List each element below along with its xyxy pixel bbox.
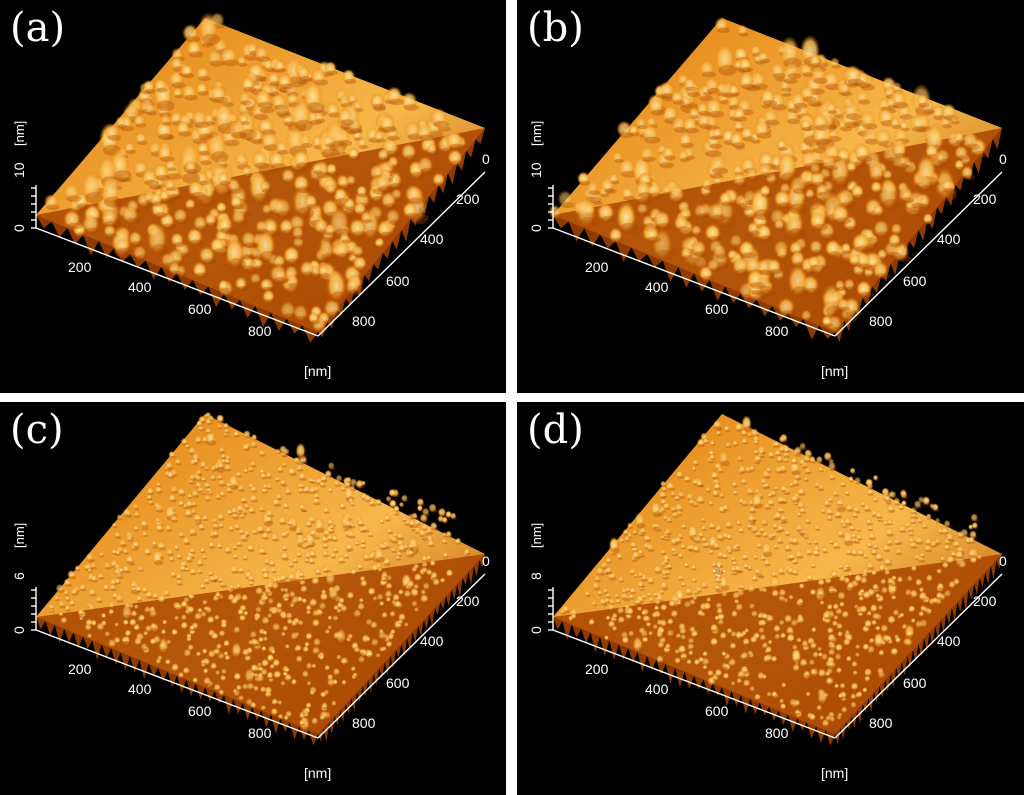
z-unit-label-d: [nm] [529, 523, 544, 548]
y-tick-label-d: 600 [903, 675, 927, 691]
x-tick-label-c: 600 [188, 703, 212, 719]
afm-panel-d: 8 [nm] 0 200 400 600 800 0 200 400 600 800 [nm] (d) [517, 402, 1024, 795]
x-tick-label-d: 200 [585, 661, 609, 677]
x-tick-label-b: 200 [585, 259, 609, 275]
z-max-label-b: 10 [528, 162, 544, 178]
x-tick-label-a: 400 [128, 279, 152, 295]
y-tick-label-d: 0 [999, 553, 1007, 569]
afm-panel-b: 10 [nm] 0 200 400 600 800 0 200 400 600 800 [nm] (b) [517, 0, 1024, 393]
y-tick-label-c: 800 [352, 715, 376, 731]
x-unit-label-d: [nm] [821, 765, 848, 781]
y-tick-label-d: 200 [973, 593, 997, 609]
z-min-label-b: 0 [528, 224, 544, 232]
x-tick-label-c: 400 [128, 681, 152, 697]
z-unit-label-b: [nm] [529, 121, 544, 146]
y-tick-label-a: 200 [456, 191, 480, 207]
z-max-label-a: 10 [11, 162, 27, 178]
z-min-label-a: 0 [11, 224, 27, 232]
y-tick-label-b: 200 [973, 191, 997, 207]
y-tick-label-b: 0 [999, 151, 1007, 167]
panel-label-c: (c) [10, 407, 64, 453]
panel-label-b: (b) [527, 5, 584, 51]
x-tick-label-d: 400 [645, 681, 669, 697]
axes-c: 6 [nm] 0 200 400 600 800 0 200 400 600 800 [nm] [11, 523, 490, 781]
y-tick-label-c: 600 [386, 675, 410, 691]
x-tick-label-b: 400 [645, 279, 669, 295]
y-tick-label-c: 400 [420, 633, 444, 649]
y-tick-label-a: 400 [420, 231, 444, 247]
x-tick-label-c: 800 [248, 725, 272, 741]
z-min-label-c: 0 [11, 626, 27, 634]
afm-surface-b: 10 [nm] 0 200 400 600 800 0 200 400 600 800 [nm] [528, 17, 1007, 379]
x-tick-label-d: 600 [705, 703, 729, 719]
y-tick-label-b: 800 [869, 313, 893, 329]
z-max-label-d: 8 [528, 572, 544, 580]
y-tick-label-c: 200 [456, 593, 480, 609]
afm-panel-c: 6 [nm] 0 200 400 600 800 0 200 400 600 800 [nm] (c) [0, 402, 506, 795]
y-tick-label-a: 600 [386, 273, 410, 289]
x-tick-label-a: 800 [248, 323, 272, 339]
x-unit-label-c: [nm] [304, 765, 331, 781]
z-unit-label-a: [nm] [12, 121, 27, 146]
y-tick-label-d: 400 [937, 633, 961, 649]
x-tick-label-a: 200 [68, 259, 92, 275]
x-tick-label-d: 800 [765, 725, 789, 741]
afm-surface-c: 6 [nm] 0 200 400 600 800 0 200 400 600 800 [nm] [11, 411, 490, 781]
afm-surface-d: 8 [nm] 0 200 400 600 800 0 200 400 600 800 [nm] [528, 414, 1007, 781]
axes-a: 10 [nm] 0 200 400 600 800 0 200 400 600 800 [nm] [11, 121, 490, 379]
x-tick-label-b: 800 [765, 323, 789, 339]
x-unit-label-b: [nm] [821, 363, 848, 379]
x-tick-label-a: 600 [188, 301, 212, 317]
afm-surface-a: 10 [nm] 0 200 400 600 800 0 200 400 600 800 [nm] [11, 12, 490, 379]
y-tick-label-a: 0 [482, 151, 490, 167]
y-tick-label-c: 0 [482, 553, 490, 569]
x-tick-label-c: 200 [68, 661, 92, 677]
axes-d: 8 [nm] 0 200 400 600 800 0 200 400 600 800 [nm] [528, 523, 1007, 781]
panel-label-d: (d) [527, 407, 584, 453]
y-tick-label-a: 800 [352, 313, 376, 329]
y-tick-label-d: 800 [869, 715, 893, 731]
axes-b: 10 [nm] 0 200 400 600 800 0 200 400 600 800 [nm] [528, 121, 1007, 379]
z-max-label-c: 6 [11, 572, 27, 580]
y-tick-label-b: 600 [903, 273, 927, 289]
afm-panel-a: 10 [nm] 0 200 400 600 800 0 200 400 600 800 [nm] (a) [0, 0, 506, 393]
y-tick-label-b: 400 [937, 231, 961, 247]
x-unit-label-a: [nm] [304, 363, 331, 379]
x-tick-label-b: 600 [705, 301, 729, 317]
panel-label-a: (a) [10, 5, 66, 51]
z-unit-label-c: [nm] [12, 523, 27, 548]
z-min-label-d: 0 [528, 626, 544, 634]
